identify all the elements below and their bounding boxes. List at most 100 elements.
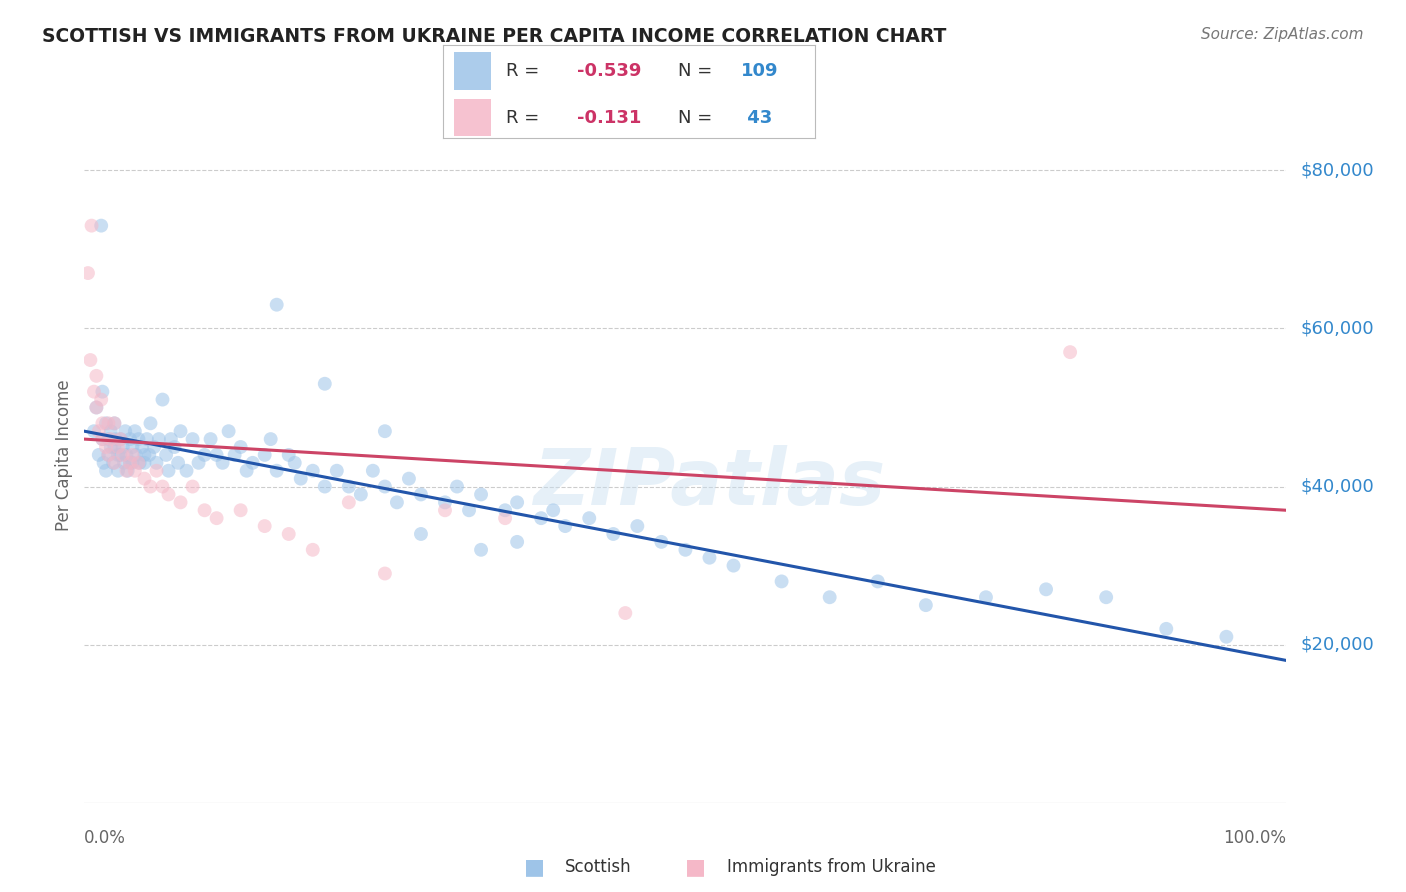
Point bbox=[103, 417, 125, 431]
Point bbox=[602, 527, 624, 541]
Point bbox=[157, 487, 180, 501]
Point bbox=[235, 464, 257, 478]
Point bbox=[155, 448, 177, 462]
Point bbox=[253, 519, 276, 533]
Point bbox=[115, 464, 138, 478]
Point bbox=[218, 424, 240, 438]
Point bbox=[79, 353, 101, 368]
Point bbox=[1215, 630, 1237, 644]
Point bbox=[650, 535, 672, 549]
Point bbox=[94, 417, 117, 431]
Point bbox=[409, 527, 432, 541]
Point bbox=[866, 574, 889, 589]
Text: R =: R = bbox=[506, 62, 540, 79]
Point bbox=[111, 448, 134, 462]
Point bbox=[90, 392, 112, 407]
Point bbox=[277, 448, 299, 462]
Point bbox=[974, 591, 997, 605]
Y-axis label: Per Capita Income: Per Capita Income bbox=[55, 379, 73, 531]
Point bbox=[200, 432, 222, 446]
Point bbox=[530, 511, 553, 525]
Point bbox=[169, 424, 191, 438]
Point bbox=[194, 448, 217, 462]
Point bbox=[181, 479, 204, 493]
Text: Source: ZipAtlas.com: Source: ZipAtlas.com bbox=[1201, 27, 1364, 42]
Text: $40,000: $40,000 bbox=[1301, 477, 1374, 496]
Point bbox=[434, 503, 457, 517]
Point bbox=[506, 495, 529, 509]
Point bbox=[614, 606, 637, 620]
Text: 43: 43 bbox=[741, 109, 772, 127]
Point bbox=[434, 495, 457, 509]
Point bbox=[266, 464, 288, 478]
Point bbox=[115, 448, 138, 462]
Point bbox=[103, 440, 125, 454]
Point bbox=[157, 464, 180, 478]
Point bbox=[266, 298, 288, 312]
Point bbox=[83, 424, 105, 438]
Point bbox=[337, 479, 360, 493]
Text: ■: ■ bbox=[524, 857, 544, 877]
Text: N =: N = bbox=[678, 62, 711, 79]
Point bbox=[148, 432, 170, 446]
Point bbox=[134, 456, 156, 470]
Text: N =: N = bbox=[678, 109, 711, 127]
Point bbox=[578, 511, 600, 525]
Point bbox=[110, 448, 132, 462]
Point bbox=[93, 456, 115, 470]
Point bbox=[169, 495, 191, 509]
Point bbox=[83, 384, 105, 399]
Point bbox=[139, 479, 162, 493]
Text: 100.0%: 100.0% bbox=[1223, 829, 1286, 847]
Point bbox=[470, 542, 492, 557]
Point bbox=[506, 535, 529, 549]
Point bbox=[290, 472, 312, 486]
Text: -0.539: -0.539 bbox=[576, 62, 641, 79]
Point bbox=[127, 432, 149, 446]
Text: Scottish: Scottish bbox=[565, 858, 631, 876]
Point bbox=[374, 424, 396, 438]
Point bbox=[114, 424, 136, 438]
Point bbox=[127, 456, 149, 470]
Point bbox=[91, 432, 114, 446]
Point bbox=[163, 440, 186, 454]
Point bbox=[97, 432, 120, 446]
Point bbox=[125, 448, 148, 462]
Point bbox=[124, 424, 146, 438]
Point bbox=[205, 511, 228, 525]
Point bbox=[494, 511, 516, 525]
Point bbox=[86, 401, 108, 415]
Point bbox=[205, 448, 228, 462]
Point bbox=[107, 448, 129, 462]
Point bbox=[554, 519, 576, 533]
Point bbox=[77, 266, 100, 280]
Point bbox=[90, 219, 112, 233]
Point bbox=[224, 448, 246, 462]
Point bbox=[135, 432, 157, 446]
Bar bbox=[454, 99, 491, 136]
Point bbox=[103, 456, 125, 470]
Point bbox=[818, 591, 841, 605]
Point bbox=[626, 519, 648, 533]
Point bbox=[229, 503, 252, 517]
Point bbox=[110, 432, 132, 446]
Point bbox=[131, 440, 153, 454]
Point bbox=[128, 456, 150, 470]
Point bbox=[87, 448, 110, 462]
Point bbox=[915, 598, 938, 612]
Point bbox=[446, 479, 468, 493]
Point bbox=[350, 487, 373, 501]
Point bbox=[770, 574, 793, 589]
Point bbox=[107, 464, 129, 478]
Text: $60,000: $60,000 bbox=[1301, 319, 1374, 337]
Point bbox=[374, 479, 396, 493]
Point bbox=[675, 542, 697, 557]
Point bbox=[87, 424, 110, 438]
Point bbox=[326, 464, 349, 478]
Point bbox=[138, 448, 160, 462]
Point bbox=[194, 503, 217, 517]
Text: $20,000: $20,000 bbox=[1301, 636, 1374, 654]
Text: Immigrants from Ukraine: Immigrants from Ukraine bbox=[727, 858, 936, 876]
Point bbox=[284, 456, 307, 470]
Point bbox=[253, 448, 276, 462]
